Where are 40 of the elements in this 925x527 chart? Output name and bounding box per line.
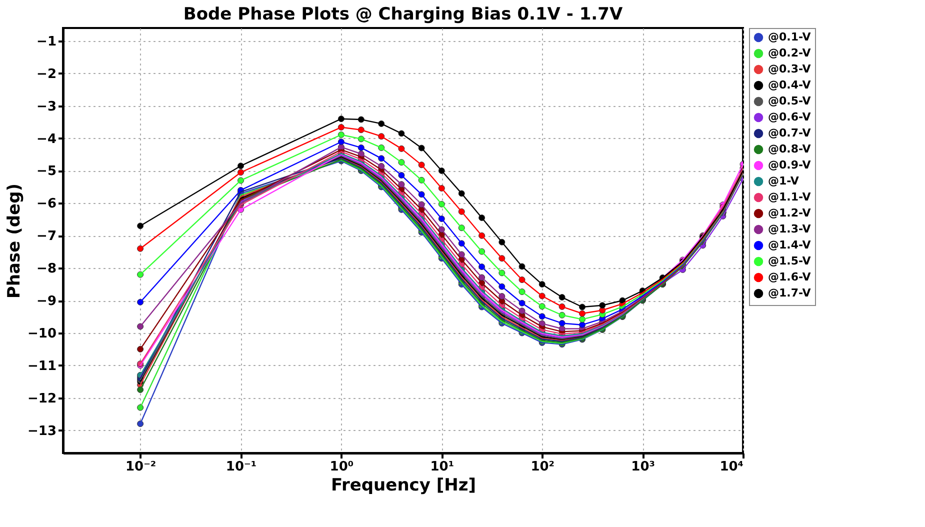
y-tick-label: −12 — [28, 391, 56, 406]
y-tick-label: −7 — [36, 229, 56, 244]
legend-label: @0.7-V — [768, 126, 812, 140]
legend-label: @1.4-V — [768, 238, 812, 252]
x-tick-label: 10⁻¹ — [226, 460, 257, 474]
y-tick-label: −5 — [36, 164, 56, 180]
y-tick-label: −6 — [36, 196, 56, 212]
legend-label: @0.9-V — [768, 158, 812, 172]
y-tick-label: −11 — [28, 358, 56, 374]
y-tick-label: −10 — [28, 326, 56, 342]
x-tick-label: 10¹ — [430, 460, 454, 474]
legend-label: @0.5-V — [768, 94, 812, 108]
legend-label: @0.4-V — [768, 78, 812, 92]
legend-label: @0.8-V — [768, 142, 812, 156]
legend-label: @1.2-V — [768, 206, 812, 220]
y-tick-label: −1 — [36, 34, 56, 50]
x-tick-label: 10⁻² — [125, 460, 156, 474]
x-tick-label: 10³ — [631, 460, 655, 474]
y-tick-label: −4 — [36, 132, 56, 147]
legend-label: @0.2-V — [768, 46, 812, 60]
x-axis-title: Frequency [Hz] — [330, 476, 476, 496]
legend-label: @0.1-V — [768, 30, 812, 44]
y-tick-label: −13 — [28, 424, 56, 439]
chart-title: Bode Phase Plots @ Charging Bias 0.1V - 1.7V — [183, 4, 624, 24]
x-tick-label: 10⁴ — [720, 460, 744, 474]
y-tick-label: −9 — [36, 294, 56, 310]
legend-label: @0.6-V — [768, 110, 812, 124]
y-tick-label: −3 — [36, 99, 56, 114]
legend-label: @1.6-V — [768, 270, 812, 284]
legend-label: @1-V — [768, 174, 800, 188]
y-tick-label: −2 — [36, 66, 56, 82]
legend-label: @1.1-V — [768, 190, 812, 204]
legend-label: @1.3-V — [768, 222, 812, 236]
legend-label: @1.7-V — [768, 286, 812, 300]
y-tick-label: −8 — [36, 262, 56, 277]
x-tick-label: 10⁰ — [330, 460, 354, 474]
x-tick-label: 10² — [530, 460, 554, 474]
legend-label: @1.5-V — [768, 254, 812, 268]
legend-label: @0.3-V — [768, 62, 812, 76]
y-axis-title: Phase (deg) — [4, 183, 25, 299]
